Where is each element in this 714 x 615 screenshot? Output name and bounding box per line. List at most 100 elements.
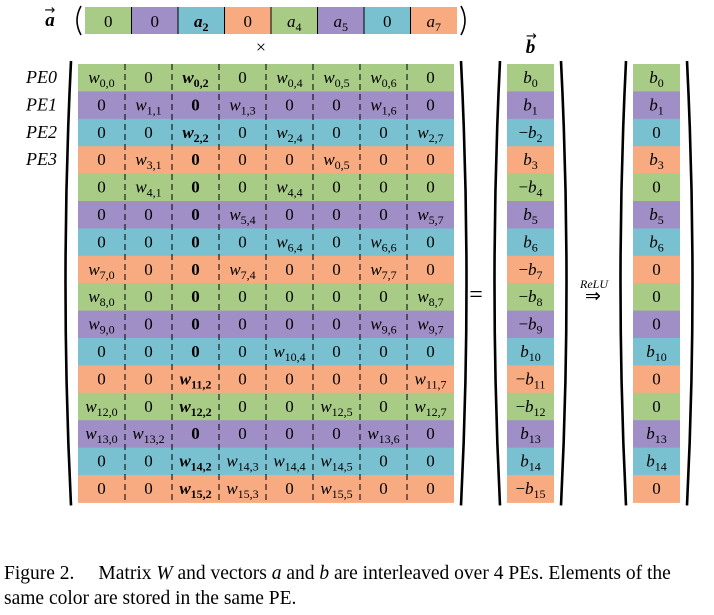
matrix-cell-label: w15,5 bbox=[320, 479, 352, 501]
matrix-cell-label: 0 bbox=[97, 369, 106, 388]
matrix-cell-label: 0 bbox=[238, 424, 247, 443]
matrix-cell-label: 0 bbox=[379, 369, 388, 388]
matrix-cell-label: w5,4 bbox=[229, 205, 255, 227]
vector-a-entry: 0 bbox=[244, 12, 253, 31]
relu-output-cell bbox=[633, 365, 680, 394]
vector-b-entry: −b7 bbox=[518, 260, 542, 282]
caption-symbol-a: a bbox=[271, 563, 282, 584]
vector-b-cell bbox=[507, 118, 554, 147]
relu-output-right-paren bbox=[685, 60, 694, 506]
vector-b-cell bbox=[507, 201, 554, 229]
vector-a-right-paren bbox=[460, 5, 466, 36]
matrix-cell-label: w6,6 bbox=[370, 232, 396, 254]
matrix-cell-label: 0 bbox=[238, 178, 247, 197]
relu-output-cell bbox=[633, 146, 680, 175]
matrix-cell-label: 0 bbox=[144, 397, 153, 416]
matrix-cell-label: 0 bbox=[144, 287, 153, 306]
matrix-cell-label: 0 bbox=[379, 123, 388, 142]
matrix-cell-label: 0 bbox=[426, 424, 435, 443]
relu-output-cell bbox=[633, 64, 680, 92]
relu-arrow: ⇒ bbox=[585, 285, 601, 307]
caption-symbol-W: W bbox=[156, 563, 173, 584]
vector-b-entry: b3 bbox=[523, 150, 538, 172]
vector-a-entry: 0 bbox=[104, 12, 113, 31]
matrix-cell-label: 0 bbox=[285, 150, 294, 169]
matrix-cell-label: w12,7 bbox=[414, 397, 446, 419]
matrix-cell-label: w0,5 bbox=[323, 150, 349, 172]
matrix-cell-label: 0 bbox=[191, 424, 200, 443]
vector-a-entry: a4 bbox=[287, 12, 302, 34]
vector-a-cell bbox=[271, 7, 318, 34]
matrix-cell-label: 0 bbox=[144, 123, 153, 142]
matrix-cell-label: 0 bbox=[332, 123, 341, 142]
matrix-cell-label: 0 bbox=[426, 452, 435, 471]
vector-b-label: b bbox=[526, 37, 536, 58]
matrix-cell-label: w2,4 bbox=[276, 123, 302, 145]
vector-b-entry: −b11 bbox=[516, 369, 546, 391]
matrix-cell-label: 0 bbox=[191, 95, 200, 114]
matrix-cell-label: w15,2 bbox=[179, 479, 211, 501]
vector-b-entry: b5 bbox=[523, 205, 538, 227]
caption-symbol-b: b bbox=[319, 563, 330, 584]
matrix-cell-label: w13,2 bbox=[132, 424, 164, 446]
vector-b-entry: b14 bbox=[520, 452, 541, 474]
vector-b-entry: b10 bbox=[520, 342, 541, 364]
matrix-cell-label: w14,5 bbox=[320, 452, 352, 474]
vector-b-cell bbox=[507, 475, 554, 503]
matrix-cell-label: w9,6 bbox=[370, 315, 396, 337]
matrix-cell-label: 0 bbox=[379, 287, 388, 306]
relu-output-entry: 0 bbox=[652, 260, 661, 279]
caption-text-3: and bbox=[281, 563, 320, 584]
matrix-cell-label: 0 bbox=[144, 452, 153, 471]
matrix-cell-label: w9,0 bbox=[88, 315, 114, 337]
matrix-cell-label: w7,0 bbox=[88, 260, 114, 282]
vector-a-entry: 0 bbox=[151, 12, 160, 31]
pe-label: PE0 bbox=[25, 67, 57, 87]
equals-sign: = bbox=[469, 282, 483, 308]
relu-output-entry: 0 bbox=[652, 123, 661, 142]
matrix-cell-label: 0 bbox=[379, 178, 388, 197]
matrix-cell-label: 0 bbox=[191, 260, 200, 279]
vector-b-cell bbox=[507, 338, 554, 366]
matrix-cell-label: 0 bbox=[144, 315, 153, 334]
matrix-cell-label: 0 bbox=[144, 369, 153, 388]
matrix-cell-label: w1,1 bbox=[135, 95, 161, 117]
matrix-row-fill bbox=[78, 338, 454, 366]
relu-output-entry: b1 bbox=[649, 95, 664, 117]
relu-label: ReLU bbox=[579, 277, 609, 291]
matrix-cell-label: 0 bbox=[285, 424, 294, 443]
vector-b-entry: b1 bbox=[523, 95, 538, 117]
matrix-cell-label: 0 bbox=[144, 479, 153, 498]
relu-output-cell bbox=[633, 392, 680, 421]
matrix-cell-label: 0 bbox=[285, 369, 294, 388]
vector-a-cell bbox=[224, 7, 271, 34]
vector-a-cell bbox=[178, 7, 225, 34]
matrix-cell-label: w1,3 bbox=[229, 95, 255, 117]
vector-a-entry: a7 bbox=[427, 12, 442, 34]
matrix-cell-label: w11,2 bbox=[180, 369, 212, 391]
matrix-cell-label: 0 bbox=[332, 205, 341, 224]
vector-b-cell bbox=[507, 447, 554, 476]
vector-b-entry: −b12 bbox=[515, 397, 545, 419]
matrix-cell-label: 0 bbox=[426, 150, 435, 169]
vector-a-cell bbox=[364, 7, 411, 34]
pe-label: PE3 bbox=[25, 149, 57, 169]
relu-output-entry: b14 bbox=[646, 452, 667, 474]
matrix-cell-label: w0,4 bbox=[276, 68, 302, 90]
relu-output-cell bbox=[633, 173, 680, 202]
matrix-cell-label: 0 bbox=[332, 342, 341, 361]
matrix-cell-label: w13,0 bbox=[85, 424, 117, 446]
matrix-cell-label: 0 bbox=[97, 95, 106, 114]
matrix-cell-label: 0 bbox=[144, 342, 153, 361]
matrix-cell-label: 0 bbox=[97, 232, 106, 251]
vector-b-entry: b6 bbox=[523, 232, 538, 254]
matrix-cell-label: 0 bbox=[97, 123, 106, 142]
matrix-cell-label: w8,0 bbox=[88, 287, 114, 309]
matrix-left-paren bbox=[64, 60, 73, 506]
matrix-cell-label: w13,6 bbox=[367, 424, 399, 446]
matrix-cell-label: w6,4 bbox=[276, 232, 302, 254]
matrix-cell-label: 0 bbox=[144, 68, 153, 87]
matrix-cell-label: w0,6 bbox=[370, 68, 396, 90]
relu-output-entry: 0 bbox=[652, 287, 661, 306]
matrix-cell-label: 0 bbox=[332, 260, 341, 279]
